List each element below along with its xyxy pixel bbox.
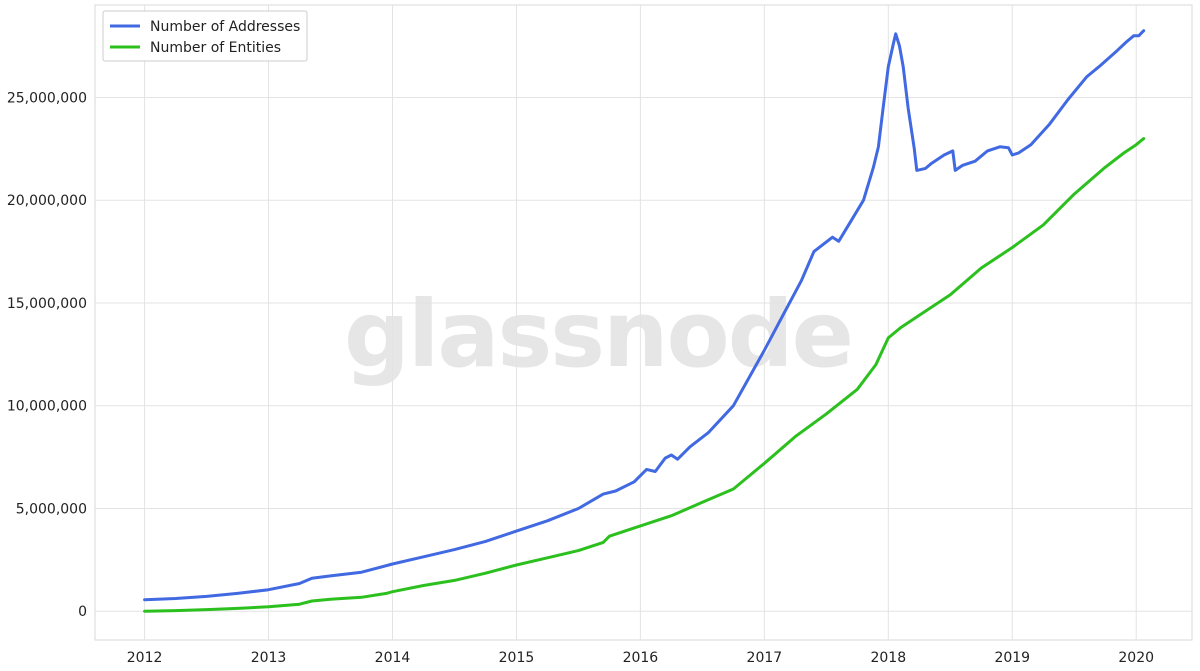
y-tick-label: 5,000,000 <box>16 501 87 517</box>
grid-lines <box>95 5 1192 640</box>
x-tick-label: 2018 <box>870 650 906 666</box>
legend-label-addresses: Number of Addresses <box>150 19 300 35</box>
x-tick-label: 2019 <box>994 650 1030 666</box>
plot-area <box>94 4 1193 641</box>
x-tick-label: 2017 <box>747 650 783 666</box>
y-tick-label: 0 <box>78 604 87 620</box>
series-line-entities <box>143 137 1146 613</box>
x-tick-label: 2016 <box>623 650 659 666</box>
legend-label-entities: Number of Entities <box>150 40 281 56</box>
legend: Number of Addresses Number of Entities <box>102 10 308 62</box>
x-tick-label: 2015 <box>499 650 535 666</box>
y-tick-label: 15,000,000 <box>7 296 87 312</box>
x-axis-tick-labels: 2012 2013 2014 2015 2016 2017 2018 2019 2020 <box>127 650 1154 666</box>
y-axis-tick-labels: 0 5,000,000 10,000,000 15,000,000 20,000,000… <box>7 90 87 620</box>
x-tick-label: 2014 <box>375 650 411 666</box>
x-tick-label: 2020 <box>1118 650 1154 666</box>
x-tick-label: 2012 <box>127 650 163 666</box>
watermark: glassnode <box>344 281 852 388</box>
y-tick-label: 10,000,000 <box>7 399 87 415</box>
series-lines <box>143 29 1146 613</box>
series-line-addresses <box>143 29 1146 602</box>
legend-box <box>102 10 308 62</box>
y-tick-label: 20,000,000 <box>7 193 87 209</box>
x-tick-label: 2013 <box>251 650 287 666</box>
y-tick-label: 25,000,000 <box>7 90 87 106</box>
